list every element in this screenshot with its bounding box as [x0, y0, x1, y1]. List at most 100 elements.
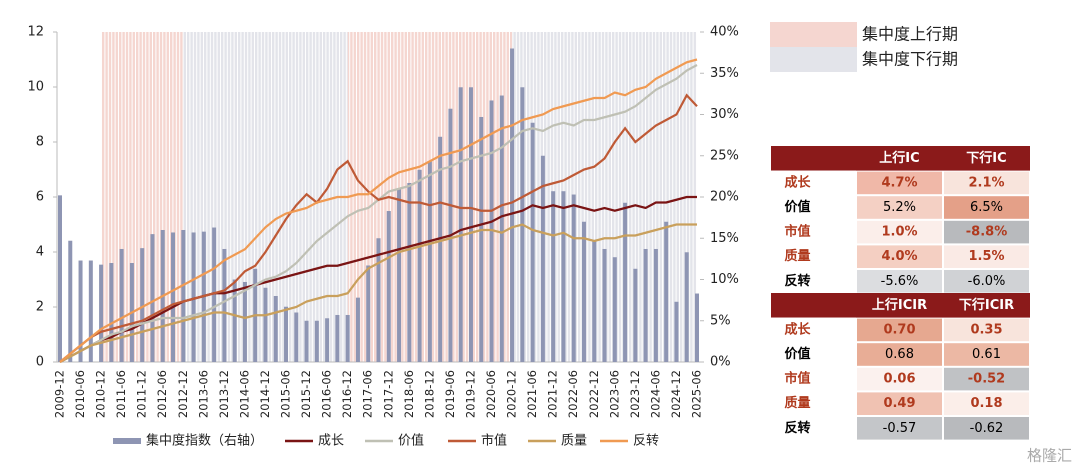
table-cell: 0.35 [970, 322, 1002, 337]
x-tick-label: 2022-12 [587, 370, 601, 418]
row-label: 反转 [784, 420, 810, 436]
x-tick-label: 2019-06 [443, 370, 457, 418]
row-label: 市值 [784, 371, 810, 387]
table-cell-bg [944, 318, 1029, 342]
x-tick-label: 2015-06 [279, 370, 293, 418]
bar [664, 221, 669, 362]
x-tick-label: 2016-06 [320, 370, 334, 418]
bar [551, 191, 556, 362]
bar [561, 191, 566, 362]
table-cell-bg [857, 417, 942, 440]
legend-label: 集中度指数（右轴） [146, 433, 263, 449]
y2-tick-label: 0% [710, 355, 731, 370]
bar [232, 279, 237, 362]
x-tick-label: 2013-12 [217, 370, 231, 418]
x-tick-label: 2012-06 [155, 370, 169, 418]
x-tick-label: 2023-12 [628, 370, 642, 418]
regime-legend-swatch [770, 22, 857, 47]
x-tick-label: 2024-06 [648, 370, 662, 418]
table-cell-bg [857, 220, 942, 244]
bar [191, 232, 196, 362]
bar [623, 202, 628, 362]
y2-tick-label: 30% [710, 107, 739, 122]
x-tick-label: 2012-12 [176, 370, 190, 418]
row-label-bg [771, 317, 856, 343]
bar [581, 221, 586, 362]
y2-tick-label: 5% [710, 313, 731, 328]
table-cell: -0.62 [970, 421, 1004, 436]
x-tick-label: 2024-12 [669, 370, 683, 418]
bar [222, 248, 227, 362]
table-cell-bg [857, 367, 942, 391]
table-cell-bg [944, 270, 1029, 293]
table-header-cell: 上行ICIR [872, 297, 927, 313]
x-tick-label: 2025-06 [690, 370, 704, 418]
x-tick-label: 2013-06 [196, 370, 210, 418]
legend-label: 反转 [633, 434, 659, 449]
table-cell-bg [857, 392, 942, 415]
bar [355, 297, 360, 362]
x-tick-label: 2022-06 [566, 370, 580, 418]
table-cell-bg [944, 245, 1029, 268]
bar [242, 281, 247, 362]
bar [284, 306, 289, 362]
x-tick-label: 2017-12 [381, 370, 395, 418]
row-label: 质量 [784, 395, 810, 411]
bar [592, 240, 597, 362]
legend-label: 市值 [481, 433, 507, 449]
table-cell: 6.5% [970, 200, 1003, 215]
watermark: 格隆汇 [1027, 447, 1072, 465]
bar [325, 318, 330, 362]
table-cell: 1.0% [881, 225, 917, 240]
table-header-cell: 下行IC [966, 150, 1006, 166]
table-header [771, 293, 1030, 318]
table-cell: 0.61 [972, 347, 1001, 362]
bar [273, 296, 278, 362]
row-label: 成长 [784, 174, 811, 190]
row-label: 价值 [784, 199, 810, 215]
bar [602, 248, 607, 362]
table-cell: 0.70 [883, 322, 915, 337]
line [59, 195, 697, 363]
y2-tick-label: 40% [710, 25, 739, 40]
y2-tick-label: 15% [710, 231, 739, 246]
x-tick-label: 2019-12 [463, 370, 477, 418]
x-tick-label: 2014-12 [258, 370, 272, 418]
table-cell-bg [944, 220, 1029, 244]
x-tick-label: 2016-12 [340, 370, 354, 418]
y2-tick-label: 25% [710, 148, 739, 163]
row-label: 成长 [784, 321, 811, 337]
bar [633, 268, 638, 362]
table-cell-bg [857, 196, 942, 219]
bar [212, 227, 217, 362]
bar [417, 169, 422, 362]
bar [171, 232, 176, 362]
bar [150, 234, 155, 362]
row-label-bg [771, 391, 856, 416]
x-tick-label: 2011-06 [114, 370, 128, 418]
bar [68, 240, 73, 362]
table-cell-bg [944, 367, 1029, 391]
y-tick-label: 4 [36, 245, 44, 260]
bar [571, 194, 576, 362]
line [59, 223, 697, 363]
bar [58, 195, 62, 362]
bar [294, 312, 299, 362]
table-cell: 0.18 [970, 396, 1002, 411]
row-label-bg [771, 244, 856, 269]
bar [181, 230, 186, 362]
x-tick-label: 2015-12 [299, 370, 313, 418]
bar [376, 238, 381, 362]
bar [366, 265, 371, 362]
line [59, 58, 698, 363]
table-cell-bg [944, 171, 1029, 195]
bar [304, 320, 309, 362]
row-label-bg [771, 170, 856, 196]
line [59, 93, 698, 363]
table-header-cell: 下行ICIR [959, 297, 1014, 313]
bar [345, 314, 350, 362]
bar [489, 100, 494, 362]
bar [643, 248, 648, 362]
y-tick-label: 12 [27, 25, 44, 40]
